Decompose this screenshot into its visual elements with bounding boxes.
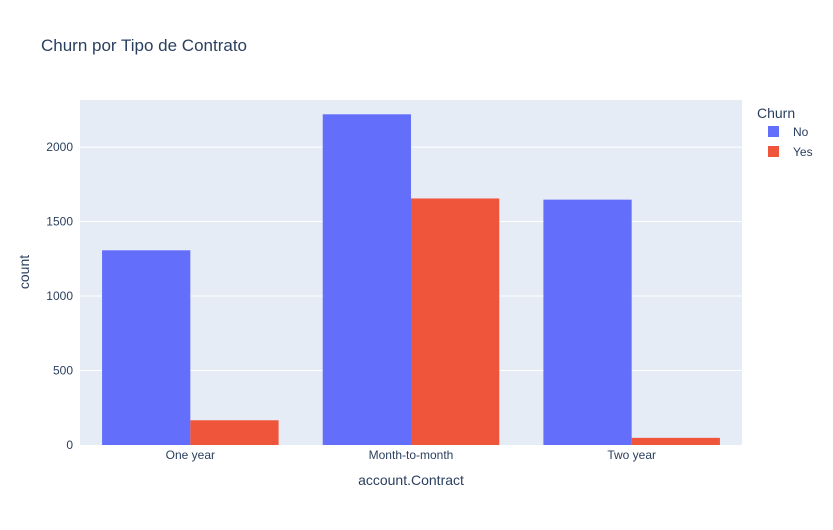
legend-title: Churn — [757, 105, 795, 121]
y-tick-label: 1500 — [46, 215, 73, 229]
y-tick-label: 1000 — [46, 289, 73, 303]
bar-no-1 — [322, 114, 411, 445]
x-tick-label: Month-to-month — [369, 448, 454, 462]
bar-no-0 — [102, 250, 191, 445]
legend-swatch-yes[interactable] — [768, 146, 779, 157]
bar-yes-0 — [190, 420, 279, 445]
legend-items: No Yes — [768, 125, 813, 159]
legend-label-yes[interactable]: Yes — [793, 145, 813, 159]
legend: Churn No Yes — [757, 105, 813, 159]
legend-label-no[interactable]: No — [793, 125, 809, 139]
bar-yes-2 — [631, 437, 720, 445]
y-tick-label: 2000 — [46, 140, 73, 154]
bars — [102, 114, 720, 445]
y-axis-title: count — [16, 255, 32, 289]
bar-yes-1 — [411, 198, 500, 445]
bar-no-2 — [543, 199, 632, 445]
x-tick-label: Two year — [607, 448, 656, 462]
y-axis-ticks: 0 500 1000 1500 2000 — [46, 140, 73, 452]
legend-swatch-no[interactable] — [768, 126, 779, 137]
x-axis-title: account.Contract — [358, 472, 464, 488]
y-tick-label: 500 — [53, 364, 73, 378]
chart-title: Churn por Tipo de Contrato — [41, 36, 247, 55]
x-axis-ticks: One year Month-to-month Two year — [166, 448, 656, 462]
y-tick-label: 0 — [66, 438, 73, 452]
x-tick-label: One year — [166, 448, 215, 462]
